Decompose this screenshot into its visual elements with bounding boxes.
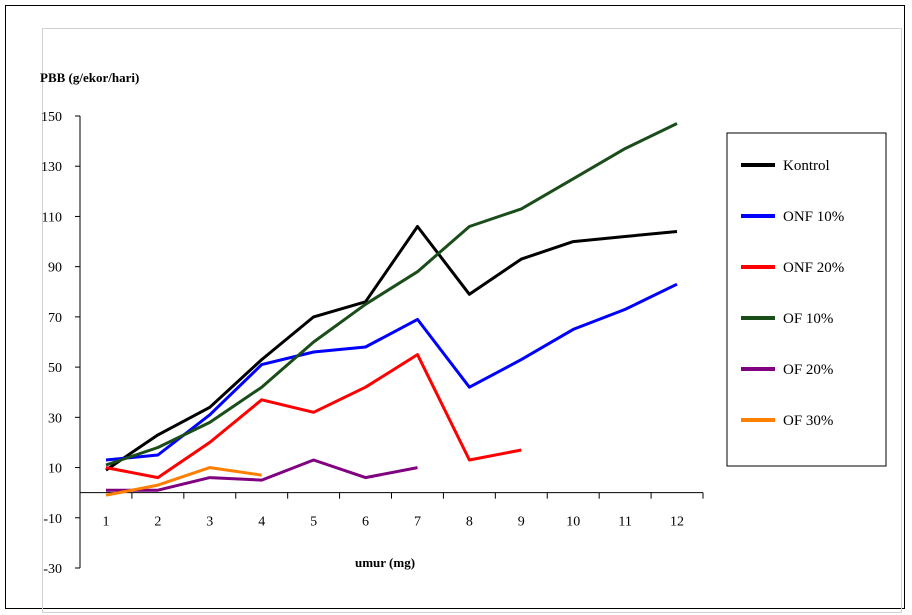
- y-tick-label: 70: [48, 311, 62, 326]
- x-tick-label: 5: [310, 515, 317, 530]
- x-tick-label: 2: [154, 515, 161, 530]
- y-tick-label: 130: [41, 160, 62, 175]
- series-line-4: [105, 122, 678, 467]
- y-tick-labels: 150 130 110 90 70 50 30 10 -10 -30: [41, 110, 62, 577]
- x-tick-label: 11: [618, 515, 631, 530]
- x-tick-label: 6: [362, 515, 369, 530]
- y-tick-label: 30: [48, 411, 62, 426]
- y-tick-label: -10: [43, 512, 62, 527]
- y-tick-label: 110: [42, 210, 62, 225]
- legend-label: OF 10%: [783, 311, 833, 327]
- x-axis-title: umur (mg): [355, 555, 415, 570]
- series-line-2: [105, 282, 678, 462]
- y-tick-label: 150: [41, 110, 62, 125]
- x-tick-label: 4: [258, 515, 265, 530]
- legend-label: Kontrol: [783, 158, 830, 174]
- legend-label: ONF 20%: [783, 260, 844, 276]
- series-line-5: [106, 458, 418, 492]
- legend-label: ONF 10%: [783, 209, 844, 225]
- x-tick-label: 10: [566, 515, 580, 530]
- y-tick-label: 50: [48, 361, 62, 376]
- series-line-3: [105, 353, 522, 480]
- x-tick-label: 7: [414, 515, 421, 530]
- legend: Kontrol ONF 10% ONF 20% OF 10% OF 20% OF 30%: [726, 132, 887, 467]
- x-tick-label: 12: [670, 515, 684, 530]
- y-tick-label: 90: [48, 261, 62, 276]
- x-tick-label: 1: [102, 515, 109, 530]
- legend-box: [726, 132, 887, 467]
- legend-label: OF 30%: [783, 413, 833, 429]
- series-lines: [105, 122, 678, 497]
- y-tick-label: -30: [43, 562, 62, 577]
- x-tick-label: 3: [206, 515, 213, 530]
- y-axis-title: PBB (g/ekor/hari): [40, 70, 139, 85]
- series-line-6: [105, 466, 262, 497]
- legend-label: OF 20%: [783, 362, 833, 378]
- y-tick-label: 10: [48, 462, 62, 477]
- x-tick-labels: 1 2 3 4 5 6 7 8 9 10 11 12: [102, 515, 684, 530]
- plot-area-border: [42, 28, 902, 613]
- axes: [75, 115, 704, 569]
- series-line-1: [105, 225, 678, 472]
- x-tick-label: 9: [518, 515, 525, 530]
- x-tick-label: 8: [466, 515, 473, 530]
